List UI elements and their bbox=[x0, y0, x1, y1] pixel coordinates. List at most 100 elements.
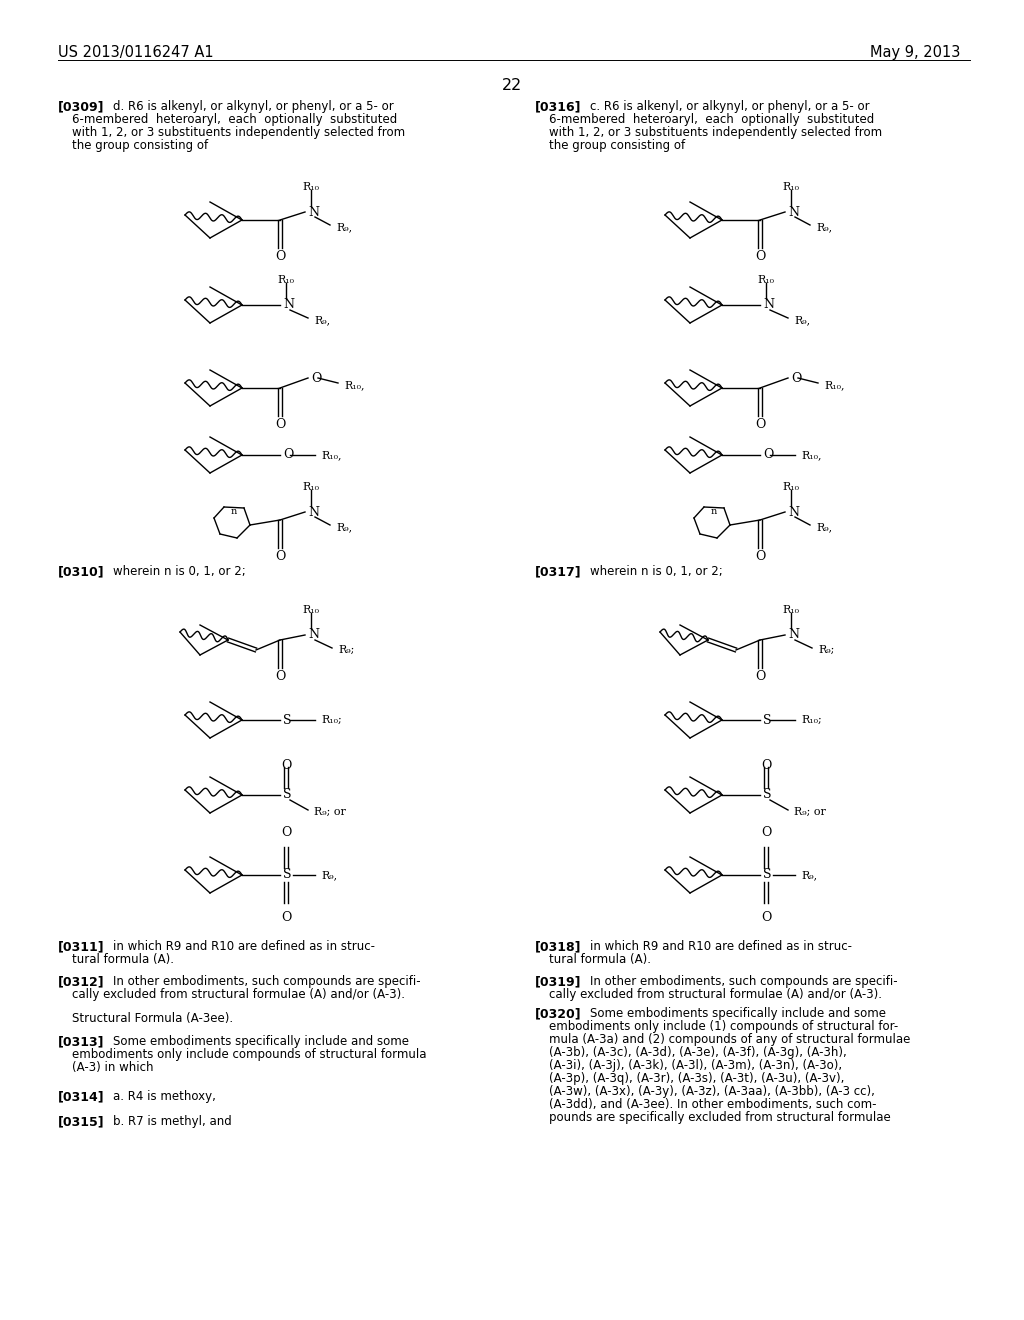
Text: O: O bbox=[281, 911, 291, 924]
Text: wherein n is 0, 1, or 2;: wherein n is 0, 1, or 2; bbox=[590, 565, 723, 578]
Text: [0317]: [0317] bbox=[535, 565, 582, 578]
Text: S: S bbox=[283, 869, 292, 882]
Text: [0319]: [0319] bbox=[535, 975, 582, 987]
Text: S: S bbox=[763, 869, 771, 882]
Text: N: N bbox=[308, 206, 319, 219]
Text: (A-3dd), and (A-3ee). In other embodiments, such com-: (A-3dd), and (A-3ee). In other embodimen… bbox=[549, 1098, 877, 1111]
Text: [0313]: [0313] bbox=[58, 1035, 104, 1048]
Text: O: O bbox=[763, 449, 773, 462]
Text: R₁₀,: R₁₀, bbox=[344, 380, 365, 389]
Text: R₉,: R₉, bbox=[794, 315, 810, 325]
Text: 6-membered  heteroaryl,  each  optionally  substituted: 6-membered heteroaryl, each optionally s… bbox=[549, 114, 874, 125]
Text: 6-membered  heteroaryl,  each  optionally  substituted: 6-membered heteroaryl, each optionally s… bbox=[72, 114, 397, 125]
Text: [0316]: [0316] bbox=[535, 100, 582, 114]
Text: R₉; or: R₉; or bbox=[794, 807, 826, 817]
Text: R₉,: R₉, bbox=[314, 315, 330, 325]
Text: (A-3i), (A-3j), (A-3k), (A-3l), (A-3m), (A-3n), (A-3o),: (A-3i), (A-3j), (A-3k), (A-3l), (A-3m), … bbox=[549, 1059, 842, 1072]
Text: R₉,: R₉, bbox=[336, 521, 352, 532]
Text: S: S bbox=[283, 788, 292, 801]
Text: In other embodiments, such compounds are specifi-: In other embodiments, such compounds are… bbox=[590, 975, 898, 987]
Text: embodiments only include compounds of structural formula: embodiments only include compounds of st… bbox=[72, 1048, 427, 1061]
Text: N: N bbox=[283, 298, 294, 312]
Text: Some embodiments specifically include and some: Some embodiments specifically include an… bbox=[113, 1035, 409, 1048]
Text: S: S bbox=[763, 788, 771, 801]
Text: wherein n is 0, 1, or 2;: wherein n is 0, 1, or 2; bbox=[113, 565, 246, 578]
Text: O: O bbox=[283, 449, 293, 462]
Text: [0314]: [0314] bbox=[58, 1090, 104, 1104]
Text: a. R4 is methoxy,: a. R4 is methoxy, bbox=[113, 1090, 216, 1104]
Text: R₁₀: R₁₀ bbox=[302, 605, 319, 615]
Text: S: S bbox=[763, 714, 771, 726]
Text: [0309]: [0309] bbox=[58, 100, 104, 114]
Text: O: O bbox=[274, 669, 286, 682]
Text: [0312]: [0312] bbox=[58, 975, 104, 987]
Text: (A-3w), (A-3x), (A-3y), (A-3z), (A-3aa), (A-3bb), (A-3 cc),: (A-3w), (A-3x), (A-3y), (A-3z), (A-3aa),… bbox=[549, 1085, 874, 1098]
Text: O: O bbox=[281, 826, 291, 840]
Text: R₉,: R₉, bbox=[336, 222, 352, 232]
Text: Some embodiments specifically include and some: Some embodiments specifically include an… bbox=[590, 1007, 886, 1020]
Text: tural formula (A).: tural formula (A). bbox=[549, 953, 651, 966]
Text: R₉; or: R₉; or bbox=[314, 807, 346, 817]
Text: R₁₀: R₁₀ bbox=[782, 482, 800, 492]
Text: in which R9 and R10 are defined as in struc-: in which R9 and R10 are defined as in st… bbox=[113, 940, 375, 953]
Text: O: O bbox=[281, 759, 291, 772]
Text: R₁₀: R₁₀ bbox=[782, 182, 800, 191]
Text: O: O bbox=[755, 249, 765, 263]
Text: O: O bbox=[755, 549, 765, 562]
Text: in which R9 and R10 are defined as in struc-: in which R9 and R10 are defined as in st… bbox=[590, 940, 852, 953]
Text: the group consisting of: the group consisting of bbox=[549, 139, 685, 152]
Text: R₁₀;: R₁₀; bbox=[321, 715, 342, 725]
Text: R₁₀,: R₁₀, bbox=[321, 450, 341, 459]
Text: R₁₀: R₁₀ bbox=[302, 182, 319, 191]
Text: (A-3) in which: (A-3) in which bbox=[72, 1061, 154, 1074]
Text: d. R6 is alkenyl, or alkynyl, or phenyl, or a 5- or: d. R6 is alkenyl, or alkynyl, or phenyl,… bbox=[113, 100, 394, 114]
Text: O: O bbox=[791, 371, 802, 384]
Text: N: N bbox=[308, 506, 319, 519]
Text: R₉,: R₉, bbox=[816, 521, 833, 532]
Text: R₁₀: R₁₀ bbox=[782, 605, 800, 615]
Text: [0310]: [0310] bbox=[58, 565, 104, 578]
Text: n: n bbox=[230, 507, 238, 516]
Text: pounds are specifically excluded from structural formulae: pounds are specifically excluded from st… bbox=[549, 1111, 891, 1125]
Text: R₉;: R₉; bbox=[818, 645, 835, 655]
Text: [0318]: [0318] bbox=[535, 940, 582, 953]
Text: tural formula (A).: tural formula (A). bbox=[72, 953, 174, 966]
Text: N: N bbox=[788, 506, 799, 519]
Text: May 9, 2013: May 9, 2013 bbox=[870, 45, 961, 59]
Text: c. R6 is alkenyl, or alkynyl, or phenyl, or a 5- or: c. R6 is alkenyl, or alkynyl, or phenyl,… bbox=[590, 100, 869, 114]
Text: R₁₀: R₁₀ bbox=[302, 482, 319, 492]
Text: R₁₀,: R₁₀, bbox=[824, 380, 845, 389]
Text: S: S bbox=[283, 714, 292, 726]
Text: US 2013/0116247 A1: US 2013/0116247 A1 bbox=[58, 45, 214, 59]
Text: R₁₀;: R₁₀; bbox=[801, 715, 821, 725]
Text: 22: 22 bbox=[502, 78, 522, 92]
Text: O: O bbox=[311, 371, 322, 384]
Text: n: n bbox=[711, 507, 717, 516]
Text: R₁₀,: R₁₀, bbox=[801, 450, 821, 459]
Text: O: O bbox=[761, 759, 771, 772]
Text: b. R7 is methyl, and: b. R7 is methyl, and bbox=[113, 1115, 231, 1129]
Text: N: N bbox=[788, 628, 799, 642]
Text: R₁₀: R₁₀ bbox=[758, 275, 774, 285]
Text: R₉,: R₉, bbox=[321, 870, 337, 880]
Text: O: O bbox=[274, 249, 286, 263]
Text: (A-3p), (A-3q), (A-3r), (A-3s), (A-3t), (A-3u), (A-3v),: (A-3p), (A-3q), (A-3r), (A-3s), (A-3t), … bbox=[549, 1072, 845, 1085]
Text: R₉;: R₉; bbox=[338, 645, 354, 655]
Text: N: N bbox=[308, 628, 319, 642]
Text: O: O bbox=[274, 417, 286, 430]
Text: [0320]: [0320] bbox=[535, 1007, 582, 1020]
Text: R₉,: R₉, bbox=[801, 870, 817, 880]
Text: N: N bbox=[788, 206, 799, 219]
Text: cally excluded from structural formulae (A) and/or (A-3).: cally excluded from structural formulae … bbox=[549, 987, 882, 1001]
Text: O: O bbox=[274, 549, 286, 562]
Text: O: O bbox=[761, 911, 771, 924]
Text: In other embodiments, such compounds are specifi-: In other embodiments, such compounds are… bbox=[113, 975, 421, 987]
Text: mula (A-3a) and (2) compounds of any of structural formulae: mula (A-3a) and (2) compounds of any of … bbox=[549, 1034, 910, 1045]
Text: [0315]: [0315] bbox=[58, 1115, 104, 1129]
Text: O: O bbox=[755, 669, 765, 682]
Text: (A-3b), (A-3c), (A-3d), (A-3e), (A-3f), (A-3g), (A-3h),: (A-3b), (A-3c), (A-3d), (A-3e), (A-3f), … bbox=[549, 1045, 847, 1059]
Text: [0311]: [0311] bbox=[58, 940, 104, 953]
Text: R₉,: R₉, bbox=[816, 222, 833, 232]
Text: with 1, 2, or 3 substituents independently selected from: with 1, 2, or 3 substituents independent… bbox=[72, 125, 406, 139]
Text: R₁₀: R₁₀ bbox=[278, 275, 295, 285]
